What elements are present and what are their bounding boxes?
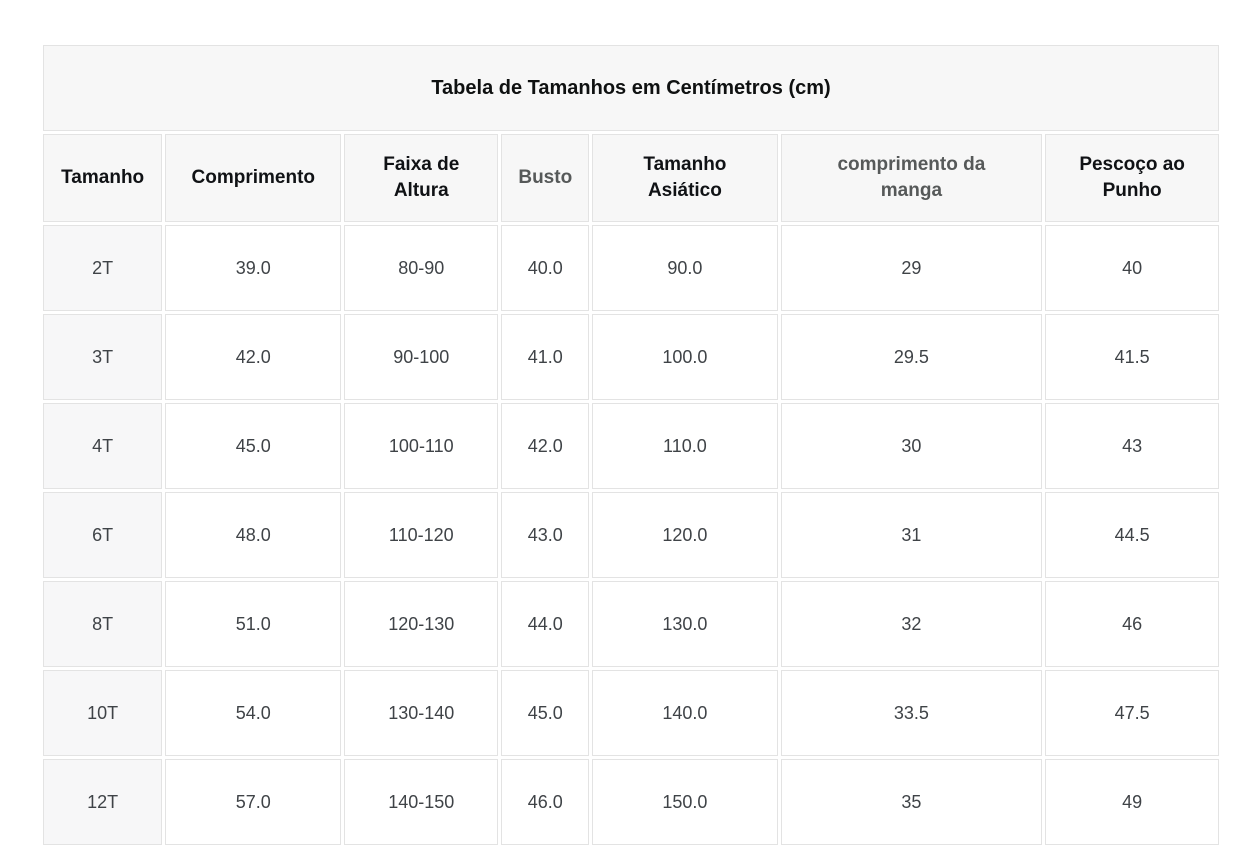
size-cell: 10T — [43, 670, 163, 756]
data-cell: 130.0 — [592, 581, 778, 667]
size-cell: 3T — [43, 314, 163, 400]
column-header-7: Pescoço ao Punho — [1045, 134, 1219, 222]
column-header-label: Busto — [518, 167, 573, 189]
data-cell: 31 — [780, 492, 1043, 578]
table-row: 4T 45.0 100-110 42.0 110.0 30 43 — [43, 403, 1219, 489]
data-cell: 90.0 — [592, 225, 778, 311]
data-cell: 33.5 — [780, 670, 1043, 756]
table-title: Tabela de Tamanhos em Centímetros (cm) — [43, 45, 1219, 131]
data-cell: 54.0 — [165, 670, 342, 756]
size-cell: 2T — [43, 225, 163, 311]
data-cell: 45.0 — [501, 670, 590, 756]
table-row: 6T 48.0 110-120 43.0 120.0 31 44.5 — [43, 492, 1219, 578]
table-row: 10T 54.0 130-140 45.0 140.0 33.5 47.5 — [43, 670, 1219, 756]
data-cell: 32 — [780, 581, 1043, 667]
data-cell: 48.0 — [165, 492, 342, 578]
table-row: 12T 57.0 140-150 46.0 150.0 35 49 — [43, 759, 1219, 845]
data-cell: 110-120 — [344, 492, 499, 578]
data-cell: 29.5 — [780, 314, 1043, 400]
data-cell: 30 — [780, 403, 1043, 489]
column-header-5: Tamanho Asiático — [592, 134, 778, 222]
data-cell: 120-130 — [344, 581, 499, 667]
data-cell: 100.0 — [592, 314, 778, 400]
data-cell: 90-100 — [344, 314, 499, 400]
size-cell: 8T — [43, 581, 163, 667]
data-cell: 57.0 — [165, 759, 342, 845]
column-header-label: comprimento da manga — [837, 154, 986, 201]
data-cell: 110.0 — [592, 403, 778, 489]
data-cell: 42.0 — [165, 314, 342, 400]
data-cell: 29 — [780, 225, 1043, 311]
data-cell: 41.0 — [501, 314, 590, 400]
data-cell: 47.5 — [1045, 670, 1219, 756]
data-cell: 40.0 — [501, 225, 590, 311]
size-chart-table: Tabela de Tamanhos em Centímetros (cm) T… — [40, 42, 1222, 848]
data-cell: 49 — [1045, 759, 1219, 845]
column-header-label: Comprimento — [191, 167, 316, 189]
data-cell: 35 — [780, 759, 1043, 845]
data-cell: 46.0 — [501, 759, 590, 845]
data-cell: 51.0 — [165, 581, 342, 667]
table-row: 8T 51.0 120-130 44.0 130.0 32 46 — [43, 581, 1219, 667]
column-header-6: comprimento da manga — [780, 134, 1043, 222]
data-cell: 40 — [1045, 225, 1219, 311]
column-header-3: Faixa de Altura — [344, 134, 499, 222]
title-row: Tabela de Tamanhos em Centímetros (cm) — [43, 45, 1219, 131]
data-cell: 100-110 — [344, 403, 499, 489]
data-cell: 140.0 — [592, 670, 778, 756]
column-header-label: Tamanho Asiático — [643, 154, 727, 201]
table-row: 3T 42.0 90-100 41.0 100.0 29.5 41.5 — [43, 314, 1219, 400]
data-cell: 41.5 — [1045, 314, 1219, 400]
data-cell: 42.0 — [501, 403, 590, 489]
data-cell: 150.0 — [592, 759, 778, 845]
column-header-2: Comprimento — [165, 134, 342, 222]
data-cell: 140-150 — [344, 759, 499, 845]
data-cell: 43.0 — [501, 492, 590, 578]
data-cell: 39.0 — [165, 225, 342, 311]
size-cell: 4T — [43, 403, 163, 489]
size-cell: 6T — [43, 492, 163, 578]
table-body: 2T 39.0 80-90 40.0 90.0 29 40 3T 42.0 90-100 41.0 1… — [43, 225, 1219, 845]
column-header-label: Pescoço ao Punho — [1079, 154, 1185, 201]
column-header-label: Tamanho — [61, 167, 145, 189]
data-cell: 43 — [1045, 403, 1219, 489]
data-cell: 44.5 — [1045, 492, 1219, 578]
column-header-4: Busto — [501, 134, 590, 222]
header-row: Tamanho Comprimento Faixa de Altura Busto Ta… — [43, 134, 1219, 222]
data-cell: 120.0 — [592, 492, 778, 578]
column-header-1: Tamanho — [43, 134, 163, 222]
data-cell: 46 — [1045, 581, 1219, 667]
table-row: 2T 39.0 80-90 40.0 90.0 29 40 — [43, 225, 1219, 311]
size-cell: 12T — [43, 759, 163, 845]
column-header-label: Faixa de Altura — [383, 154, 460, 201]
data-cell: 130-140 — [344, 670, 499, 756]
data-cell: 80-90 — [344, 225, 499, 311]
data-cell: 45.0 — [165, 403, 342, 489]
data-cell: 44.0 — [501, 581, 590, 667]
